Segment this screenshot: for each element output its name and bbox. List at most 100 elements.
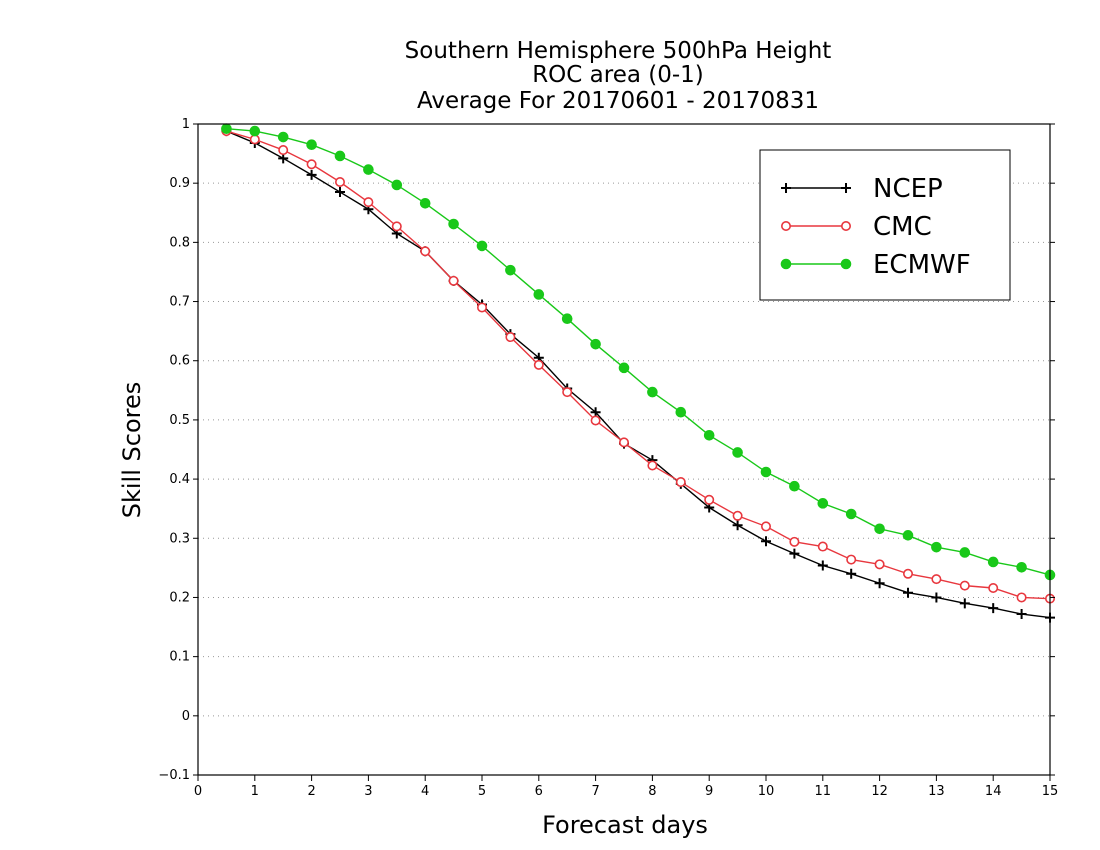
x-tick-label: 0 <box>194 784 202 799</box>
data-point-ecmwf <box>249 125 261 137</box>
x-tick-label: 2 <box>307 784 315 799</box>
data-point-ecmwf <box>987 556 999 568</box>
data-point-ncep <box>931 592 942 603</box>
legend-label: ECMWF <box>873 250 971 280</box>
data-point-ecmwf <box>931 541 942 553</box>
data-point-ecmwf <box>675 406 687 418</box>
data-point-cmc <box>476 302 487 313</box>
data-point-ecmwf <box>959 547 971 558</box>
plot-area-frame <box>197 123 1051 776</box>
series-cmc <box>221 126 1056 604</box>
legend-marker <box>840 221 851 232</box>
y-tick-label: 0.4 <box>169 472 190 487</box>
data-point-ecmwf <box>533 289 545 300</box>
data-point-ecmwf <box>419 198 431 209</box>
data-point-cmc <box>249 134 260 145</box>
x-tick-label: 4 <box>421 784 429 799</box>
data-point-ecmwf <box>817 498 829 509</box>
data-point-ncep <box>817 560 828 571</box>
data-point-cmc <box>846 554 857 565</box>
data-point-ecmwf <box>505 264 516 276</box>
x-tick-label: 7 <box>591 784 599 799</box>
data-point-cmc <box>704 494 715 505</box>
data-point-cmc <box>931 574 942 585</box>
data-point-ecmwf <box>334 150 346 162</box>
data-point-ecmwf <box>363 164 374 175</box>
y-axis-label: Skill Scores <box>118 382 146 519</box>
data-point-cmc <box>306 159 317 170</box>
data-point-cmc <box>448 275 459 286</box>
data-point-cmc <box>562 387 573 398</box>
data-point-cmc <box>505 332 516 343</box>
data-point-ecmwf <box>476 240 488 252</box>
x-axis: 0 1 2 3 4 5 6 7 8 9 10 11 12 13 14 15 <box>194 775 1058 799</box>
data-point-ncep <box>1016 609 1027 620</box>
x-tick-label: 8 <box>648 784 656 799</box>
legend-marker <box>840 258 852 270</box>
data-point-cmc <box>959 580 970 591</box>
data-point-ecmwf <box>277 131 289 143</box>
data-point-ecmwf <box>448 218 459 230</box>
data-point-ecmwf <box>221 123 232 135</box>
legend: NCEP CMC ECMWF <box>759 149 1011 301</box>
data-point-ncep <box>846 568 857 579</box>
x-tick-label: 14 <box>985 784 1002 799</box>
y-tick-label: 0 <box>182 709 190 724</box>
y-tick-label: 0.6 <box>169 354 190 369</box>
y-tick-label: 0.5 <box>169 413 190 428</box>
data-point-cmc <box>874 559 885 570</box>
legend-marker <box>841 183 851 193</box>
data-point-ecmwf <box>391 179 403 191</box>
data-point-ncep <box>903 587 913 598</box>
data-point-ecmwf <box>618 362 630 374</box>
data-point-ecmwf <box>902 530 914 541</box>
x-tick-label: 9 <box>705 784 713 799</box>
data-point-ncep <box>306 169 317 180</box>
y-tick-label: 0.1 <box>169 650 190 665</box>
data-point-cmc <box>902 568 913 579</box>
x-tick-label: 15 <box>1042 784 1059 799</box>
data-point-cmc <box>334 176 345 187</box>
data-point-cmc <box>675 477 686 488</box>
data-point-ecmwf <box>789 480 800 492</box>
x-tick-label: 11 <box>815 784 832 799</box>
data-point-cmc <box>1016 592 1027 603</box>
y-tick-label: 0.8 <box>169 235 190 250</box>
data-point-ncep <box>959 598 970 609</box>
data-point-ecmwf <box>874 523 885 535</box>
data-point-ncep <box>732 520 743 531</box>
data-point-ncep <box>988 603 999 614</box>
data-point-cmc <box>817 541 828 552</box>
legend-label: NCEP <box>873 174 943 204</box>
data-point-cmc <box>618 437 629 448</box>
x-tick-label: 5 <box>478 784 486 799</box>
data-point-cmc <box>420 246 431 257</box>
chart-title-line-3: Average For 20170601 - 20170831 <box>417 88 819 114</box>
data-point-cmc <box>590 415 601 426</box>
x-tick-label: 1 <box>251 784 259 799</box>
chart-title: Southern Hemisphere 500hPa Height ROC ar… <box>405 38 832 114</box>
data-point-ecmwf <box>590 338 601 350</box>
x-tick-label: 3 <box>364 784 372 799</box>
data-point-ncep <box>761 536 771 547</box>
y-tick-label: 0.9 <box>169 176 190 191</box>
legend-marker <box>780 221 791 232</box>
legend-entry-cmc: CMC <box>780 212 932 242</box>
data-point-ncep <box>789 548 800 559</box>
y-tick-label: 0.7 <box>169 295 190 310</box>
chart-title-line-1: Southern Hemisphere 500hPa Height <box>405 38 832 64</box>
data-point-cmc <box>391 221 402 232</box>
data-point-ecmwf <box>760 466 772 478</box>
series-group <box>221 123 1056 623</box>
x-tick-label: 12 <box>871 784 888 799</box>
data-point-cmc <box>760 521 771 532</box>
data-point-cmc <box>533 359 544 370</box>
data-point-ecmwf <box>306 139 317 151</box>
y-tick-label: −0.1 <box>158 768 190 783</box>
legend-marker <box>781 183 791 193</box>
data-point-ncep <box>335 187 345 198</box>
data-point-cmc <box>732 510 743 521</box>
x-tick-label: 13 <box>928 784 945 799</box>
